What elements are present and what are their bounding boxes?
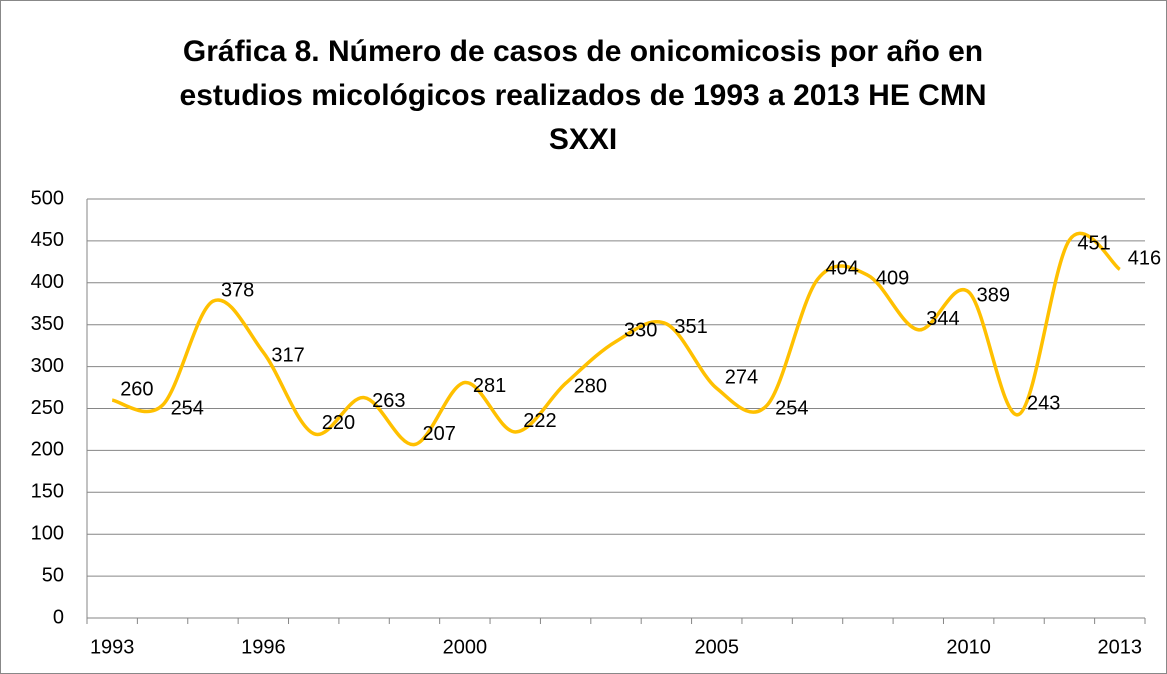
data-label: 330 bbox=[624, 320, 657, 342]
data-label: 260 bbox=[120, 378, 153, 400]
x-tick-label: 2010 bbox=[946, 636, 991, 658]
data-label: 280 bbox=[574, 376, 607, 398]
x-tick-label: 1993 bbox=[90, 636, 135, 658]
y-tick-label: 450 bbox=[31, 229, 64, 251]
y-tick-label: 350 bbox=[31, 313, 64, 335]
data-label: 389 bbox=[977, 284, 1010, 306]
y-tick-label: 250 bbox=[31, 397, 64, 419]
x-tick-label: 2013 bbox=[1098, 636, 1143, 658]
y-tick-label: 50 bbox=[42, 564, 64, 586]
data-label: 263 bbox=[372, 390, 405, 412]
data-label: 220 bbox=[322, 412, 355, 434]
data-label: 409 bbox=[876, 268, 909, 290]
data-label: 222 bbox=[523, 410, 556, 432]
data-label: 243 bbox=[1027, 393, 1060, 415]
y-tick-label: 300 bbox=[31, 355, 64, 377]
data-label: 351 bbox=[674, 316, 707, 338]
data-label: 317 bbox=[271, 345, 304, 367]
y-tick-label: 400 bbox=[31, 271, 64, 293]
data-label: 451 bbox=[1077, 232, 1110, 254]
x-tick-label: 1996 bbox=[241, 636, 286, 658]
data-label: 344 bbox=[926, 308, 959, 330]
data-label: 254 bbox=[775, 397, 808, 419]
y-tick-label: 100 bbox=[31, 522, 64, 544]
y-tick-label: 500 bbox=[31, 187, 64, 209]
y-tick-label: 150 bbox=[31, 481, 64, 503]
y-tick-label: 0 bbox=[53, 606, 64, 628]
x-tick-label: 2000 bbox=[443, 636, 488, 658]
data-label: 416 bbox=[1128, 248, 1161, 270]
x-tick-label: 2005 bbox=[695, 636, 740, 658]
data-label: 254 bbox=[171, 397, 204, 419]
data-label: 378 bbox=[221, 280, 254, 302]
data-label: 207 bbox=[422, 423, 455, 445]
chart-title: Gráfica 8. Número de casos de onicomicos… bbox=[179, 35, 987, 156]
y-tick-label: 200 bbox=[31, 439, 64, 461]
line-series bbox=[111, 231, 1121, 447]
data-label: 404 bbox=[826, 258, 859, 280]
data-label: 274 bbox=[725, 367, 758, 389]
data-label: 281 bbox=[473, 375, 506, 397]
